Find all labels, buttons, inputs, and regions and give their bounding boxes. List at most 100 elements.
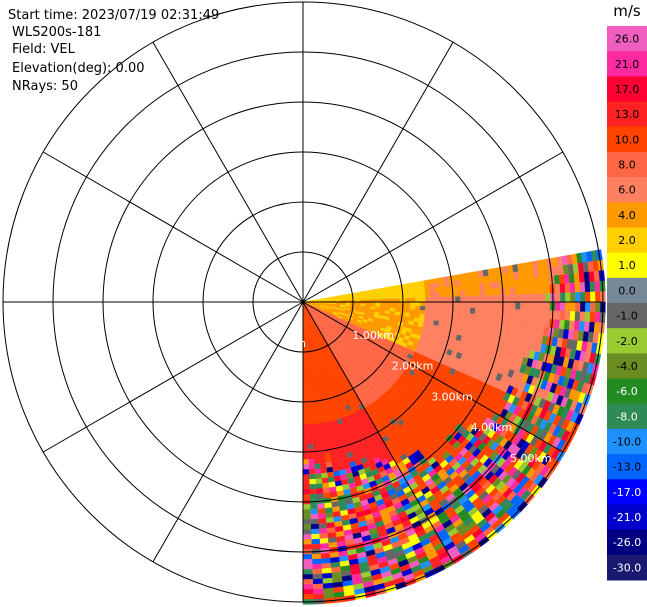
velocity-gate — [305, 379, 309, 385]
velocity-gate — [524, 285, 531, 295]
velocity-gate — [474, 307, 481, 315]
range-ring-label: 2.00km — [392, 360, 434, 373]
velocity-gate — [465, 296, 471, 303]
velocity-gate — [470, 301, 476, 309]
velocity-gate — [430, 301, 436, 307]
velocity-gate — [309, 488, 317, 495]
velocity-gate — [410, 294, 416, 299]
velocity-gate — [454, 307, 461, 314]
velocity-gate — [553, 319, 561, 330]
velocity-gate — [321, 437, 328, 444]
velocity-gate — [579, 282, 586, 293]
colorbar-tick-label: 1.0 — [618, 259, 636, 272]
velocity-gate — [419, 289, 426, 294]
velocity-gate — [302, 504, 311, 510]
azimuth-spoke — [152, 301, 304, 563]
velocity-gate — [310, 528, 320, 535]
velocity-gate — [317, 513, 326, 520]
velocity-gate — [315, 423, 321, 429]
velocity-gate — [305, 389, 310, 395]
velocity-gate — [307, 429, 313, 435]
velocity-gate — [584, 281, 591, 293]
velocity-gate — [319, 417, 325, 424]
velocity-gate — [390, 295, 396, 300]
velocity-gate — [494, 281, 501, 289]
velocity-gate — [560, 292, 566, 303]
nrays-text: NRays: 50 — [12, 79, 78, 94]
velocity-gate — [585, 291, 591, 303]
velocity-gate — [560, 301, 566, 312]
velocity-gate — [424, 310, 431, 316]
velocity-gate — [485, 295, 491, 303]
velocity-gate — [519, 278, 526, 287]
velocity-gate — [302, 394, 307, 400]
velocity-gate — [469, 289, 476, 297]
velocity-gate — [302, 554, 313, 560]
velocity-gate — [410, 305, 416, 310]
velocity-gate — [315, 483, 323, 490]
velocity-gate — [553, 274, 561, 285]
velocity-gate — [380, 296, 386, 300]
velocity-gate — [475, 295, 481, 303]
velocity-gate — [564, 283, 571, 293]
velocity-gate — [554, 310, 561, 321]
velocity-gate — [534, 277, 541, 286]
velocity-gate — [479, 308, 486, 315]
velocity-gate — [307, 424, 313, 430]
velocity-gate — [318, 523, 327, 530]
velocity-gate — [568, 320, 575, 331]
velocity-gate — [459, 284, 466, 292]
elevation-text: Elevation(deg): 0.00 — [12, 61, 145, 76]
velocity-gate — [302, 474, 310, 480]
velocity-gate — [468, 319, 475, 327]
velocity-gate — [414, 289, 421, 295]
velocity-gate — [314, 473, 322, 480]
velocity-gate — [322, 487, 330, 494]
velocity-gate — [554, 283, 561, 294]
velocity-gate — [306, 394, 310, 400]
velocity-gate — [302, 559, 313, 565]
velocity-gate — [321, 432, 328, 439]
velocity-gate — [510, 294, 516, 303]
velocity-gate — [319, 533, 328, 540]
velocity-gate — [439, 286, 446, 293]
velocity-gate — [308, 388, 313, 395]
velocity-gate — [302, 439, 309, 445]
velocity-gate — [305, 369, 309, 375]
azimuth-spoke — [152, 41, 304, 303]
velocity-gate — [509, 309, 516, 317]
velocity-gate — [318, 518, 327, 525]
velocity-gate — [374, 293, 381, 298]
velocity-gate — [319, 422, 326, 429]
velocity-gate — [316, 433, 323, 439]
velocity-gate — [565, 292, 571, 303]
velocity-gate — [307, 434, 313, 440]
velocity-gate — [309, 503, 318, 510]
colorbar-tick-label: 0.0 — [618, 284, 636, 297]
velocity-gate — [540, 293, 546, 303]
velocity-gate — [307, 364, 311, 370]
velocity-gate — [415, 297, 421, 303]
velocity-gate — [429, 287, 436, 294]
velocity-gate — [415, 301, 421, 307]
velocity-gate — [569, 282, 576, 293]
velocity-gate — [440, 306, 446, 313]
velocity-gate — [404, 309, 411, 314]
velocity-gate — [564, 311, 571, 321]
velocity-gate — [394, 288, 401, 293]
velocity-gate — [310, 513, 319, 520]
velocity-gate — [514, 316, 521, 325]
velocity-gate — [312, 588, 324, 595]
velocity-gate — [308, 458, 315, 465]
velocity-gate — [321, 567, 332, 574]
header-info: Start time: 2023/07/19 02:31:49 WLS200s-… — [8, 8, 219, 94]
velocity-gate — [509, 287, 516, 295]
velocity-gate — [529, 277, 536, 287]
velocity-gate — [306, 409, 311, 415]
velocity-gate — [420, 293, 426, 299]
velocity-gate — [474, 289, 481, 297]
velocity-gate — [306, 404, 311, 410]
velocity-gate — [316, 428, 322, 434]
velocity-gate — [395, 298, 401, 303]
velocity-gate — [311, 423, 317, 430]
